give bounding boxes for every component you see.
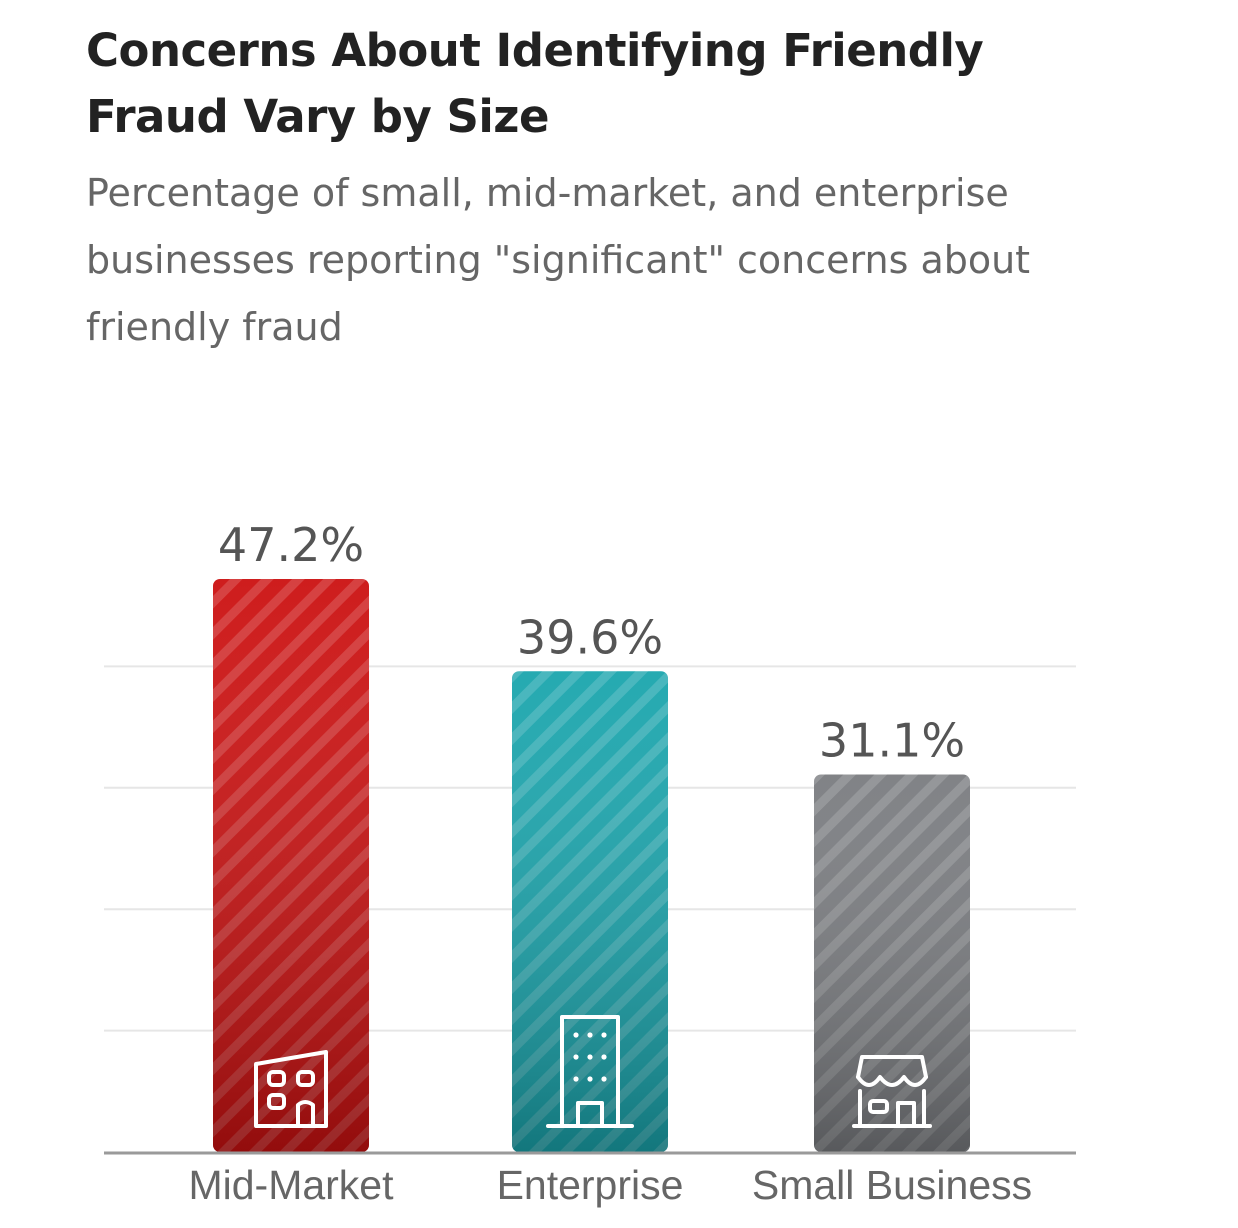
category-label-mid-market: Mid-Market [188, 1162, 394, 1208]
category-label-small-business: Small Business [752, 1162, 1032, 1208]
chart-title: Concerns About Identifying Friendly Frau… [86, 24, 984, 143]
value-label-mid-market: 47.2% [218, 518, 364, 572]
skyscraper-icon [546, 1015, 634, 1128]
value-label-enterprise: 39.6% [517, 610, 663, 664]
office-building-icon [254, 1050, 328, 1128]
storefront-icon [852, 1055, 932, 1128]
value-label-small-business: 31.1% [819, 713, 965, 767]
bar-small-business-shade [814, 774, 970, 1152]
chart-subtitle: Percentage of small, mid-market, and ent… [86, 171, 1031, 349]
bar-mid-market-shade [213, 578, 369, 1152]
category-label-enterprise: Enterprise [497, 1162, 684, 1208]
bar-enterprise-shade [512, 671, 668, 1152]
